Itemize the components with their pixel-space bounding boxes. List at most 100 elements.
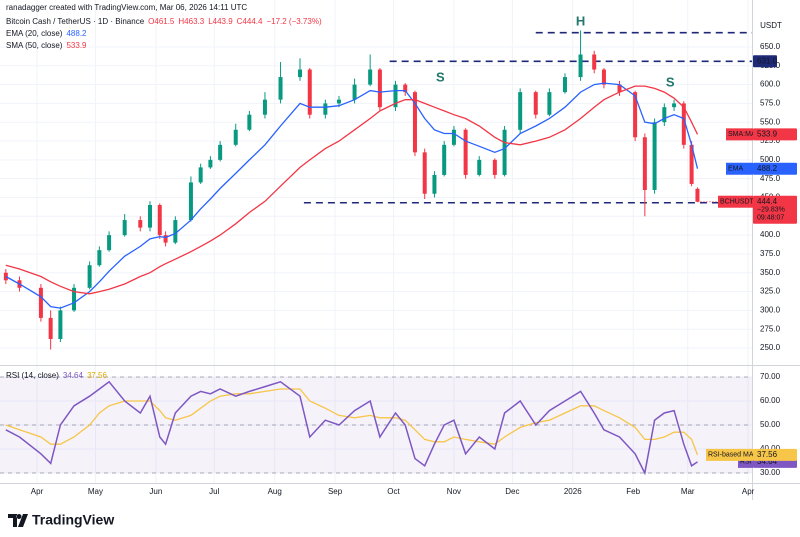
series-badge-name: EMA [728, 166, 744, 173]
candle-body [138, 220, 143, 228]
sma-legend: SMA (50, close) 533.9 [6, 41, 87, 50]
currency: USDT [760, 21, 782, 30]
rsi-badge-name: RSI-based MA [708, 452, 754, 459]
x-tick-label: Mar [681, 487, 695, 496]
candle-body [198, 167, 203, 183]
series-badge-name: SMA:MA [728, 131, 756, 138]
candle-body [633, 92, 638, 138]
price-badge-bg [753, 195, 797, 224]
ema-value: 488.2 [66, 29, 87, 38]
x-tick-label: Jul [209, 487, 219, 496]
y-tick-label: 550.0 [760, 117, 781, 126]
y-tick-label: 325.0 [760, 287, 781, 296]
pattern-label: S [666, 75, 675, 90]
candle-body [403, 84, 408, 93]
candle-body [502, 129, 507, 175]
sma-value: 533.9 [66, 41, 87, 50]
candle-body [642, 137, 647, 190]
level-label: 631.0 [757, 56, 778, 65]
y-tick-label: 400.0 [760, 230, 781, 239]
ohlc-change: −17.2 (−3.73%) [266, 17, 321, 26]
y-tick-label: 30.00 [760, 468, 781, 477]
candle-body [218, 144, 223, 160]
candle-body [262, 99, 267, 115]
series-badge-value-bg [753, 162, 797, 175]
y-tick-label: 600.0 [760, 80, 781, 89]
axes: 250.0275.0300.0325.0350.0375.0400.0425.0… [31, 42, 797, 496]
y-tick-label: 275.0 [760, 324, 781, 333]
candle-body [492, 159, 497, 175]
ohlc-close: C444.4 [237, 17, 263, 26]
candle-body [173, 220, 178, 243]
rsi-title: RSI (14, close) [6, 371, 59, 380]
candle-body [72, 287, 77, 311]
series-badge-name-bg [726, 128, 753, 141]
y-tick-label: 350.0 [760, 268, 781, 277]
y-tick-label: 40.00 [760, 444, 781, 453]
credit: ranadagger created with TradingView.com,… [6, 3, 247, 12]
candle-body [336, 99, 341, 104]
candle-body [278, 77, 283, 100]
series-badge-value: 533.9 [757, 129, 778, 138]
candle-body [463, 129, 468, 175]
candle-body [122, 220, 127, 236]
candle-body [672, 103, 677, 108]
candle-body [601, 69, 606, 85]
candle-body [298, 69, 303, 78]
series-badge-value-bg [753, 128, 797, 141]
candle-body [477, 159, 482, 175]
candle-body [107, 235, 112, 251]
candle-body [518, 92, 523, 130]
y-tick-label: 250.0 [760, 343, 781, 352]
candle-body [578, 54, 583, 78]
candle-body [592, 54, 597, 70]
candle-body [377, 69, 382, 108]
candle-body [97, 250, 102, 266]
header: ranadagger created with TradingView.com,… [6, 3, 782, 380]
y-tick-label: 500.0 [760, 155, 781, 164]
y-tick-label: 60.00 [760, 396, 781, 405]
series-line [5, 82, 699, 309]
x-tick-label: Dec [505, 487, 519, 496]
candle-body [662, 107, 667, 123]
x-tick-label: Oct [387, 487, 400, 496]
candle-body [681, 103, 686, 145]
symbol: Bitcoin Cash / TetherUS · 1D · Binance [6, 17, 145, 26]
candle-body [233, 129, 238, 145]
x-tick-label: Jun [149, 487, 162, 496]
candle-body [533, 92, 538, 115]
y-tick-label: 650.0 [760, 42, 781, 51]
series-badge-value: 488.2 [757, 164, 778, 173]
y-tick-label: 50.00 [760, 420, 781, 429]
rsi-badge-name: RSI [740, 459, 752, 466]
rsi-badge-name-bg [706, 448, 753, 461]
footer-logo: TradingView [8, 512, 114, 528]
level-label-bg [753, 55, 777, 68]
x-tick-label: May [88, 487, 103, 496]
pattern-label: S [436, 69, 445, 84]
y-tick-label: 575.0 [760, 99, 781, 108]
candle-body [562, 77, 567, 93]
rsi-legend: RSI (14, close) 34.64 37.56 [6, 371, 108, 380]
rsi-badge-value: 34.64 [757, 457, 778, 466]
logo-icon [8, 514, 28, 527]
candle-body [451, 129, 456, 145]
ema-legend: EMA (20, close) 488.2 [6, 29, 87, 38]
candle-body [689, 144, 694, 184]
x-tick-label: Sep [328, 487, 343, 496]
candle-body [208, 159, 213, 168]
ohlc-low: L443.9 [208, 17, 233, 26]
candle-body [307, 69, 312, 115]
candle-body [412, 92, 417, 153]
rsi-badge-value: 37.56 [757, 450, 778, 459]
candle-body [422, 152, 427, 194]
price-badge-symbol: BCHUSDT [720, 199, 755, 206]
candle-body [368, 69, 373, 85]
candle-body [652, 122, 657, 190]
price-badge-symbol-bg [718, 195, 753, 208]
candle-body [157, 205, 162, 236]
y-tick-label: 525.0 [760, 136, 781, 145]
rsi-value: 34.64 [63, 371, 84, 380]
candle-body [547, 92, 552, 115]
candle-body [352, 84, 357, 100]
